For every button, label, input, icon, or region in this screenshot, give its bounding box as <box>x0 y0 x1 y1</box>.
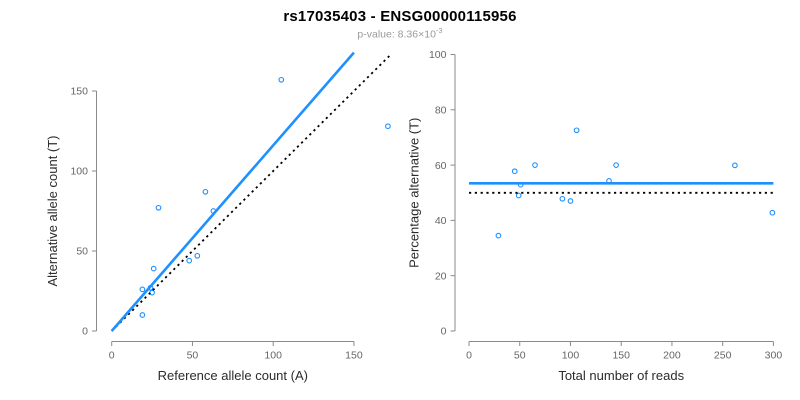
y-axis-tick-label: 100 <box>70 166 88 178</box>
x-axis-tick-label: 100 <box>264 350 282 362</box>
p-value-subtitle: p-value: 8.36×10-3 <box>0 26 800 41</box>
data-point <box>385 123 391 130</box>
x-axis-title: Total number of reads <box>558 368 684 383</box>
data-point <box>613 162 619 168</box>
x-axis-tick-label: 150 <box>345 350 363 362</box>
y-axis-tick-label: 60 <box>435 160 447 172</box>
data-point <box>515 192 522 199</box>
p-value-text: p-value: 8.36×10 <box>357 28 436 41</box>
x-axis-tick-label: 150 <box>612 350 630 362</box>
x-axis-tick-label: 250 <box>714 350 732 362</box>
data-point <box>532 162 538 168</box>
y-axis-tick-label: 100 <box>429 49 447 61</box>
y-axis-title: Percentage alternative (T) <box>407 118 422 268</box>
data-point <box>155 204 162 211</box>
data-point <box>139 312 146 318</box>
y-axis-title: Alternative allele count (T) <box>45 135 60 286</box>
x-axis-tick-label: 50 <box>514 350 526 362</box>
data-point <box>186 257 193 264</box>
y-axis-tick-label: 80 <box>435 105 447 117</box>
identity-line <box>111 55 391 332</box>
y-axis-tick-label: 150 <box>70 86 88 98</box>
x-axis-tick-label: 200 <box>663 350 681 362</box>
x-axis-title: Reference allele count (A) <box>158 368 308 383</box>
y-axis-tick-label: 50 <box>76 246 88 258</box>
data-point <box>150 265 157 272</box>
y-axis-tick-label: 40 <box>435 215 447 227</box>
data-point <box>495 232 502 239</box>
data-point <box>202 188 209 195</box>
data-point <box>732 162 738 169</box>
data-point <box>559 195 566 202</box>
data-point <box>194 252 201 259</box>
data-point <box>278 76 285 83</box>
data-point <box>567 198 574 204</box>
p-value-exponent: -3 <box>435 26 443 35</box>
x-axis-tick-label: 300 <box>765 350 783 362</box>
data-point <box>139 286 146 293</box>
data-point <box>573 127 580 134</box>
x-axis-tick-label: 0 <box>109 350 115 362</box>
y-axis-tick-label: 0 <box>441 326 447 338</box>
regression-line <box>110 51 355 332</box>
data-point <box>769 209 776 216</box>
y-axis-tick-label: 0 <box>82 326 88 338</box>
x-axis-tick-label: 100 <box>562 350 580 362</box>
data-point <box>149 289 155 296</box>
y-axis-tick-label: 20 <box>435 270 447 282</box>
data-point <box>511 168 518 175</box>
figure-title: rs17035403 - ENSG00000115956 <box>283 8 517 25</box>
x-axis-tick-label: 0 <box>466 350 472 362</box>
x-axis-tick-label: 50 <box>187 350 199 362</box>
